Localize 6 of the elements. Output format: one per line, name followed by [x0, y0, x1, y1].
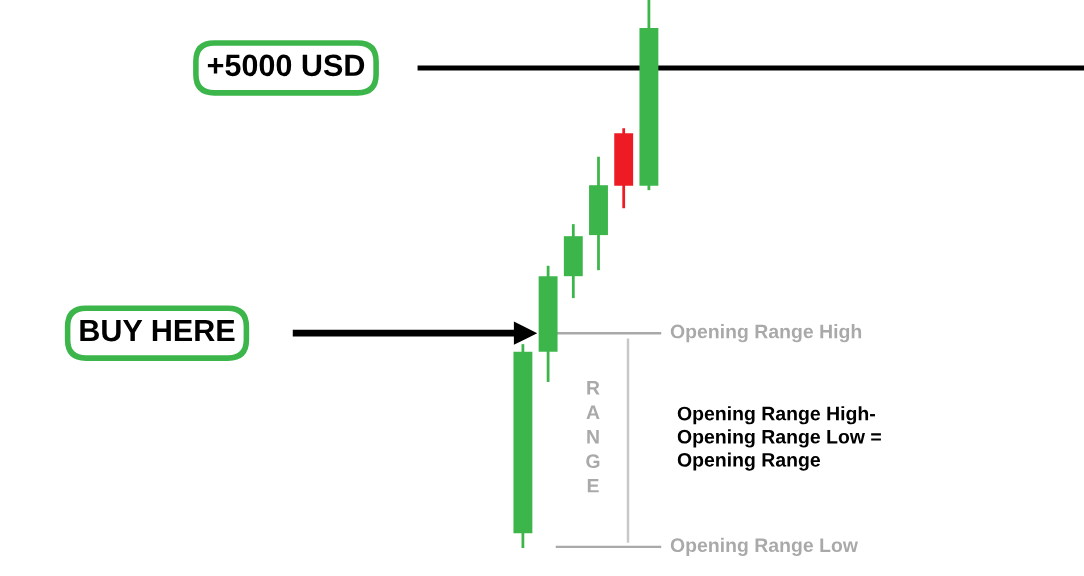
text: BUY HERE [80, 320, 235, 342]
annotation: RANGE [586, 381, 600, 493]
ref-line-label: Opening Range High [670, 324, 862, 343]
text: Opening Range High- Opening Range Low = Opening Range [677, 406, 881, 471]
ref-line-label: +5000 USD [207, 54, 365, 77]
ref-line-label: Opening Range Low [670, 537, 858, 557]
